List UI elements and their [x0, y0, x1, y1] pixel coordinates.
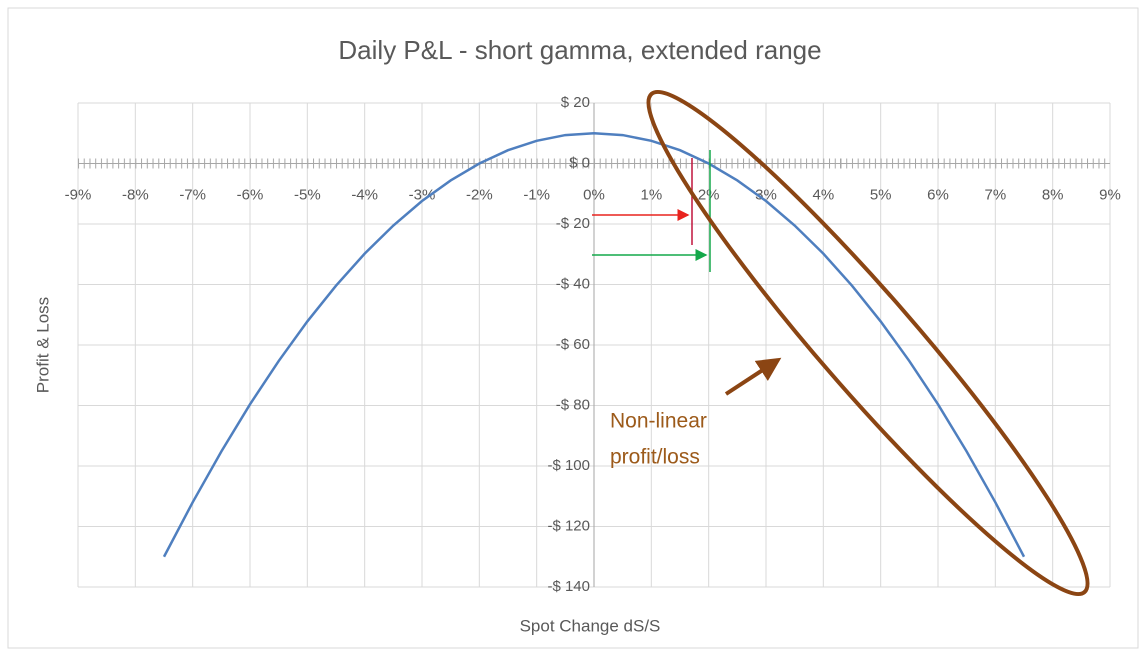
x-axis-label: Spot Change dS/S — [520, 616, 661, 635]
chart-border — [7, 7, 1139, 649]
x-tick-label: 4% — [812, 186, 834, 203]
data-line — [162, 131, 1026, 558]
y-axis-label: Profit & Loss — [33, 297, 52, 393]
y-tick-label: -$ 20 — [556, 215, 590, 232]
x-tick-label: 9% — [1099, 186, 1121, 203]
y-tick-label: $ 0 — [569, 154, 590, 171]
x-tick-label: -7% — [179, 186, 206, 203]
x-tick-label: -8% — [122, 186, 149, 203]
y-tick-label: -$ 80 — [556, 396, 590, 413]
annotations: Non-linear profit/loss — [592, 89, 1090, 597]
x-tick-label: 1% — [640, 186, 662, 203]
x-tick-label: -5% — [294, 186, 321, 203]
annotation: profit/loss — [610, 446, 700, 469]
x-tick-label: 7% — [984, 186, 1006, 203]
x-tick-label: 8% — [1042, 186, 1064, 203]
x-tick-label: 6% — [927, 186, 949, 203]
annotation: Non-linear — [610, 410, 707, 433]
ellipse — [646, 89, 1090, 597]
y-tick-label: -$ 60 — [556, 336, 590, 353]
y-tick-label: -$ 140 — [547, 578, 590, 595]
x-tick-label: -6% — [237, 186, 264, 203]
x-tick-label: -9% — [65, 186, 92, 203]
x-tick-label: 0% — [583, 186, 605, 203]
x-tick-label: -2% — [466, 186, 493, 203]
brown-arrow — [724, 357, 782, 396]
x-tick-label: -3% — [409, 186, 436, 203]
y-tick-label: -$ 40 — [556, 275, 590, 292]
y-tick-label: -$ 120 — [547, 517, 590, 534]
x-tick-label: -4% — [351, 186, 378, 203]
chart-title: Daily P&L - short gamma, extended range — [338, 35, 821, 65]
x-tick-label: 2% — [698, 186, 720, 203]
y-tick-label: -$ 100 — [547, 457, 590, 474]
x-tick-label: 5% — [870, 186, 892, 203]
x-tick-label: 3% — [755, 186, 777, 203]
y-tick-label: $ 20 — [561, 94, 590, 111]
x-tick-label: -1% — [523, 186, 550, 203]
